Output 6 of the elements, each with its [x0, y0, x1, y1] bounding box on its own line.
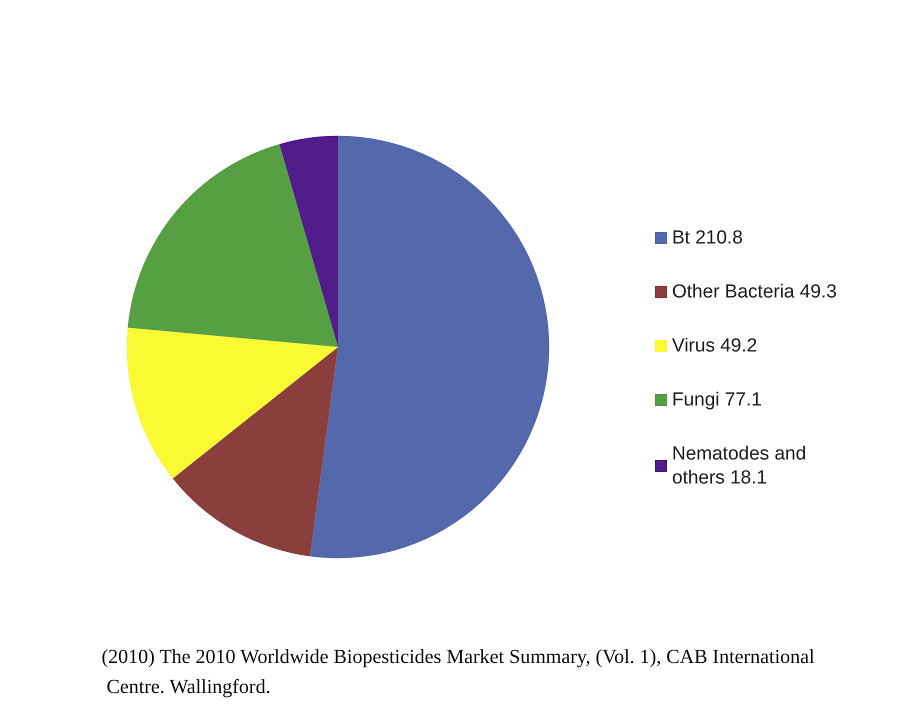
legend-label: Other Bacteria 49.3	[672, 282, 837, 302]
legend-label: Bt 210.8	[672, 228, 743, 248]
text: (2010) The 2010 Worldwide Biopesticides Market Summary, (Vol. 1), CAB International Centre. Wallingford.	[102, 646, 816, 698]
legend-label: Fungi 77.1	[672, 390, 762, 410]
legend-label: Nematodes and others 18.1	[672, 444, 812, 488]
legend-label: Virus 49.2	[672, 336, 758, 356]
